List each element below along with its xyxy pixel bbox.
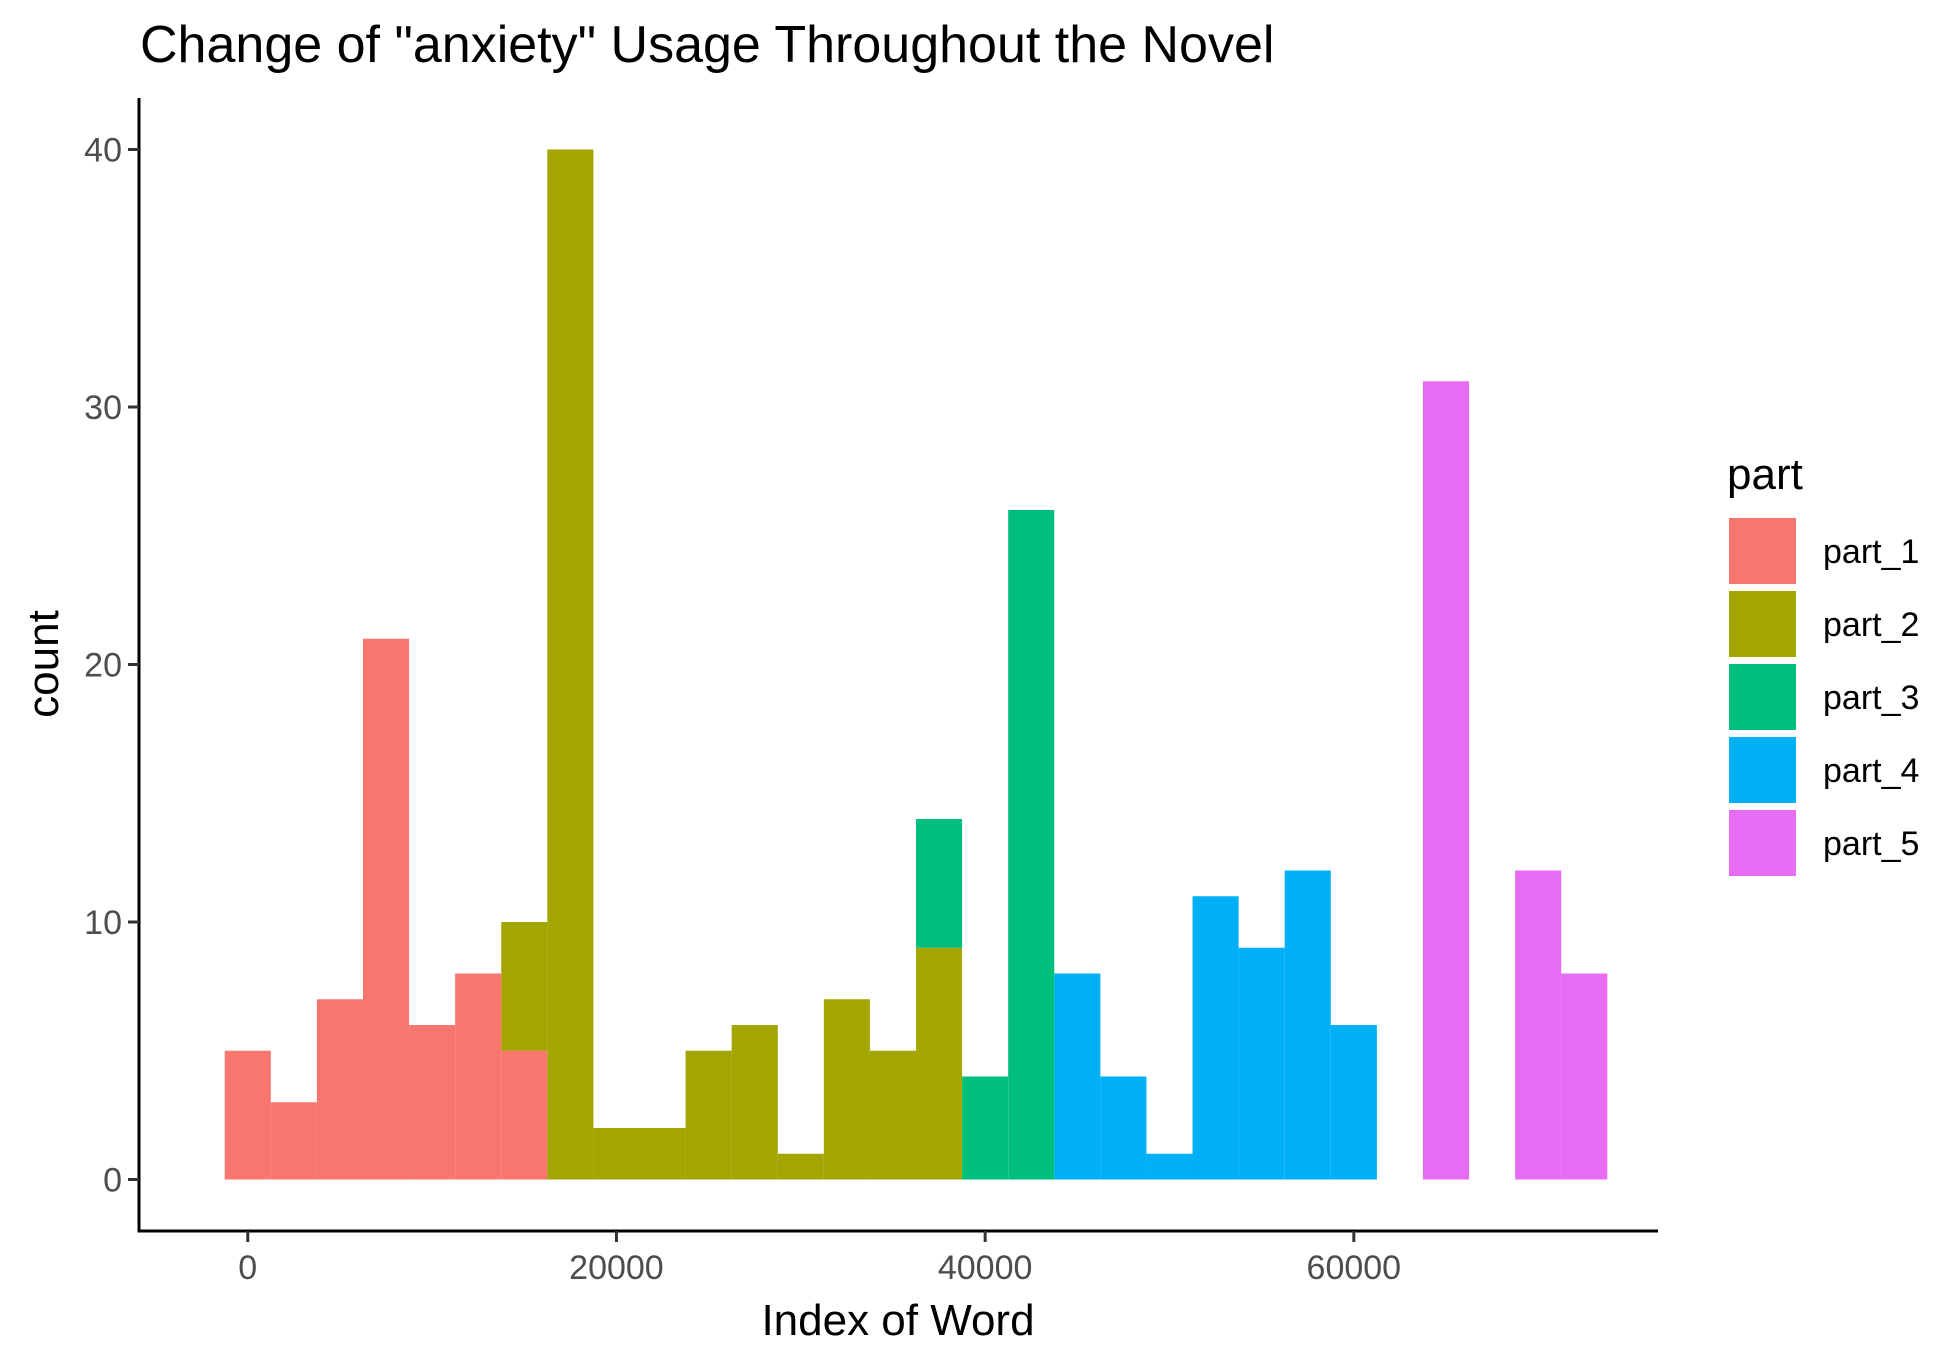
y-axis-title: count — [19, 610, 68, 718]
bar-part_1-3 — [362, 638, 410, 1180]
legend-label-part_5: part_5 — [1823, 825, 1919, 863]
bar-part_2-4 — [685, 1050, 732, 1180]
y-tick-label-10: 10 — [84, 904, 122, 942]
y-tick-label-30: 30 — [84, 389, 122, 427]
y-axis-ticks: 0 10 20 30 40 — [84, 132, 139, 1200]
bar-part_2-1 — [547, 149, 594, 1180]
bar-part_4-3 — [1192, 896, 1239, 1180]
chart-title: Change of "anxiety" Usage Throughout the… — [140, 16, 1274, 74]
legend-key-part_5 — [1729, 810, 1796, 876]
bar-part_1-6 — [501, 1050, 548, 1180]
legend-key-part_2 — [1729, 591, 1796, 657]
legend-label-part_3: part_3 — [1823, 679, 1919, 717]
bar-part_4-6 — [1330, 1025, 1377, 1180]
y-tick-label-40: 40 — [84, 132, 122, 170]
bar-part_4-5 — [1284, 870, 1331, 1180]
bar-part_4-1 — [1100, 1076, 1147, 1180]
bar-part_5-1 — [1515, 870, 1562, 1180]
bar-part_2-0 — [501, 922, 548, 1051]
x-tick-label-40000: 40000 — [938, 1249, 1033, 1287]
bar-part_1-2 — [316, 999, 363, 1180]
legend-label-part_1: part_1 — [1823, 533, 1919, 571]
x-axis-title: Index of Word — [761, 1296, 1034, 1345]
x-tick-label-60000: 60000 — [1307, 1249, 1402, 1287]
bar-part_2-3 — [639, 1128, 686, 1180]
legend: part part_1 part_2 part_3 part_4 part_5 — [1727, 450, 1919, 876]
legend-key-part_4 — [1729, 737, 1796, 803]
bar-part_3-2 — [1008, 510, 1055, 1180]
x-tick-label-20000: 20000 — [569, 1249, 664, 1287]
bars-layer — [224, 149, 1608, 1180]
x-axis-ticks: 0 20000 40000 60000 — [238, 1231, 1401, 1287]
bar-part_2-2 — [593, 1128, 640, 1180]
legend-label-part_4: part_4 — [1823, 752, 1919, 790]
x-tick-label-0: 0 — [238, 1249, 257, 1287]
bar-part_1-1 — [270, 1102, 317, 1180]
bar-part_5-2 — [1561, 973, 1608, 1180]
bar-part_4-0 — [1054, 973, 1101, 1180]
bar-part_3-1 — [962, 1076, 1009, 1180]
bar-part_4-2 — [1146, 1153, 1193, 1180]
bar-part_1-4 — [409, 1025, 456, 1180]
legend-title: part — [1727, 450, 1803, 499]
legend-key-part_1 — [1729, 518, 1796, 584]
legend-key-part_3 — [1729, 664, 1796, 730]
bar-part_2-5 — [731, 1025, 778, 1180]
bar-part_4-4 — [1238, 947, 1285, 1180]
bar-part_2-7 — [823, 999, 870, 1180]
legend-label-part_2: part_2 — [1823, 606, 1919, 644]
bar-part_2-9 — [916, 947, 963, 1180]
bar-part_2-6 — [777, 1153, 824, 1180]
bar-part_1-0 — [224, 1050, 271, 1180]
bar-part_1-5 — [455, 973, 502, 1180]
y-tick-label-0: 0 — [103, 1162, 122, 1200]
bar-part_3-0 — [916, 819, 963, 948]
bar-part_5-0 — [1422, 381, 1470, 1180]
y-tick-label-20: 20 — [84, 647, 122, 685]
bar-part_2-8 — [869, 1050, 917, 1180]
